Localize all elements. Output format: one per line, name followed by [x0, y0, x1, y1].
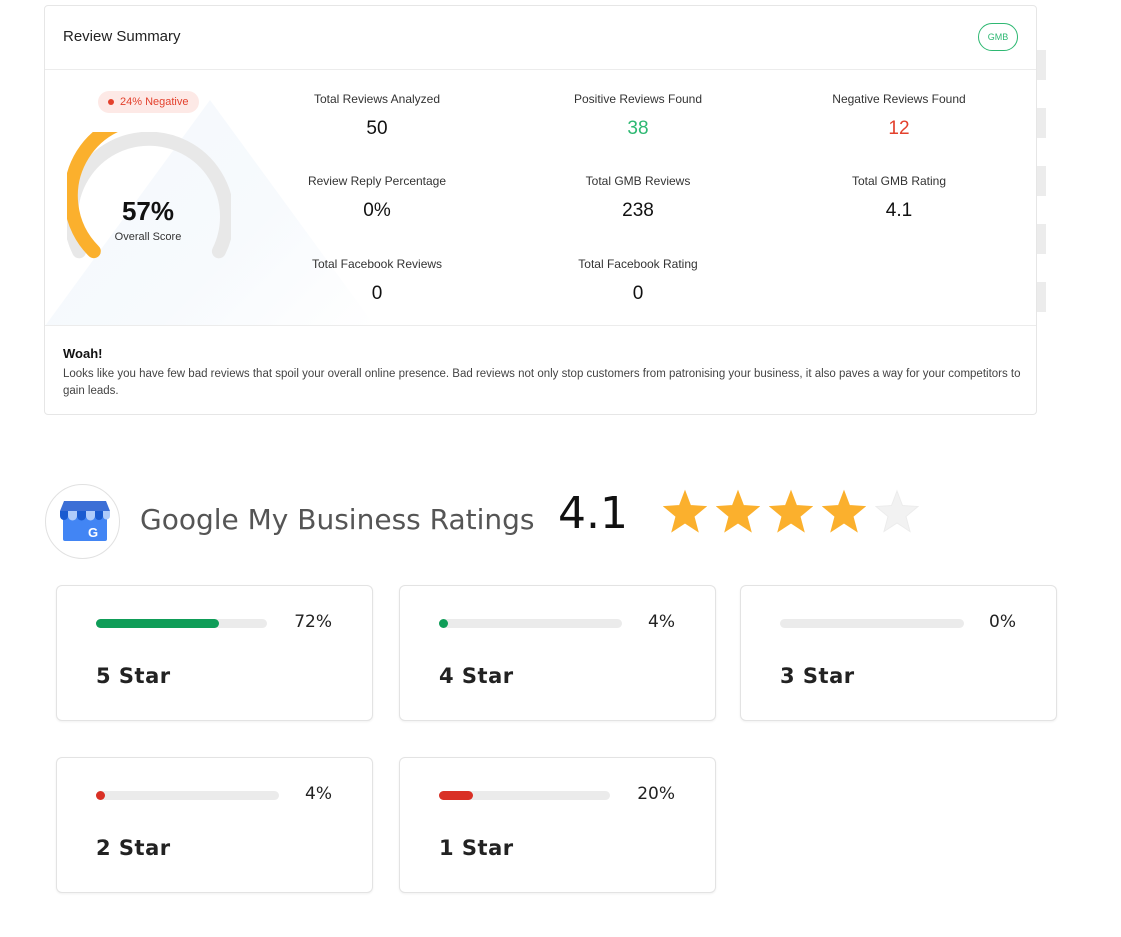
card-title: Review Summary [63, 28, 181, 45]
metric-label: Total Reviews Analyzed [313, 92, 441, 106]
negative-dot-icon [108, 99, 114, 105]
metric-facebook-rating: Total Facebook Rating 0 [538, 257, 738, 305]
rating-percent: 72% [294, 612, 332, 632]
metric-label: Total GMB Rating [851, 174, 947, 188]
rating-label: 1 Star [439, 836, 514, 860]
gauge-fill [67, 132, 119, 259]
rating-bar-track [96, 619, 267, 628]
rating-bar-track [439, 791, 610, 800]
metric-value: 0 [632, 283, 644, 304]
rating-bar-track [780, 619, 964, 628]
negative-badge: 24% Negative [98, 91, 199, 113]
metric-label: Total GMB Reviews [585, 174, 691, 188]
rating-bar-fill [96, 791, 105, 800]
rating-bar-fill [439, 791, 474, 800]
svg-text:G: G [88, 525, 98, 540]
metric-value: 0 [371, 283, 383, 304]
metric-gmb-reviews: Total GMB Reviews 238 [538, 174, 738, 222]
footer-text: Looks like you have few bad reviews that… [63, 368, 1021, 397]
rating-percent: 4% [305, 784, 332, 804]
side-stripes [1036, 50, 1046, 340]
star-filled-icon [663, 489, 707, 533]
metric-gmb-rating: Total GMB Rating 4.1 [799, 174, 999, 222]
metric-label: Positive Reviews Found [573, 92, 703, 106]
metric-label: Total Facebook Reviews [311, 257, 443, 271]
rating-label: 3 Star [780, 664, 855, 688]
card-header: Review Summary GMB [45, 6, 1036, 70]
rating-label: 4 Star [439, 664, 514, 688]
rating-stars [663, 488, 919, 536]
metric-value: 4.1 [885, 200, 913, 221]
metric-positive-reviews: Positive Reviews Found 38 [538, 92, 738, 140]
overall-score-gauge [67, 132, 231, 259]
rating-card-3-star: 0% 3 Star [740, 585, 1057, 721]
rating-bar-fill [439, 619, 448, 628]
summary-body: 24% Negative 57% Overall Score Total Rev… [45, 70, 1036, 326]
metric-label: Negative Reviews Found [832, 92, 966, 106]
google-my-business-icon: G [60, 501, 110, 541]
metric-facebook-reviews: Total Facebook Reviews 0 [277, 257, 477, 305]
rating-percent: 20% [637, 784, 675, 804]
rating-card-4-star: 4% 4 Star [399, 585, 716, 721]
summary-footer: Woah! Looks like you have few bad review… [63, 346, 1023, 400]
metric-label: Total Facebook Rating [578, 257, 698, 271]
rating-bar-fill [96, 619, 220, 628]
metric-reply-percentage: Review Reply Percentage 0% [277, 174, 477, 222]
overall-score-label: Overall Score [114, 231, 182, 243]
rating-bar-track [439, 619, 622, 628]
overall-score-value: 57% [121, 196, 175, 226]
rating-label: 5 Star [96, 664, 171, 688]
rating-card-5-star: 72% 5 Star [56, 585, 373, 721]
gmb-ratings-title: Google My Business Ratings [140, 503, 535, 536]
rating-percent: 0% [989, 612, 1016, 632]
review-summary-card: Review Summary GMB 24% Negative 57% Over… [44, 5, 1037, 415]
rating-percent: 4% [648, 612, 675, 632]
metric-value: 12 [888, 118, 910, 139]
metric-value: 50 [366, 118, 388, 139]
star-filled-icon [822, 489, 866, 533]
star-filled-icon [769, 489, 813, 533]
negative-badge-label: 24% Negative [120, 96, 189, 108]
gmb-rating-value: 4.1 [558, 488, 628, 539]
rating-card-1-star: 20% 1 Star [399, 757, 716, 893]
metric-total-reviews: Total Reviews Analyzed 50 [277, 92, 477, 140]
rating-label: 2 Star [96, 836, 171, 860]
metric-value: 0% [363, 200, 391, 221]
metric-label: Review Reply Percentage [307, 174, 447, 188]
metric-value: 38 [627, 118, 649, 139]
rating-card-2-star: 4% 2 Star [56, 757, 373, 893]
metric-negative-reviews: Negative Reviews Found 12 [799, 92, 999, 140]
footer-title: Woah! [63, 346, 103, 361]
gmb-logo: G [45, 484, 120, 559]
gmb-badge[interactable]: GMB [978, 23, 1018, 51]
rating-bar-track [96, 791, 279, 800]
star-empty-icon [875, 489, 919, 533]
metric-value: 238 [622, 200, 654, 221]
star-filled-icon [716, 489, 760, 533]
